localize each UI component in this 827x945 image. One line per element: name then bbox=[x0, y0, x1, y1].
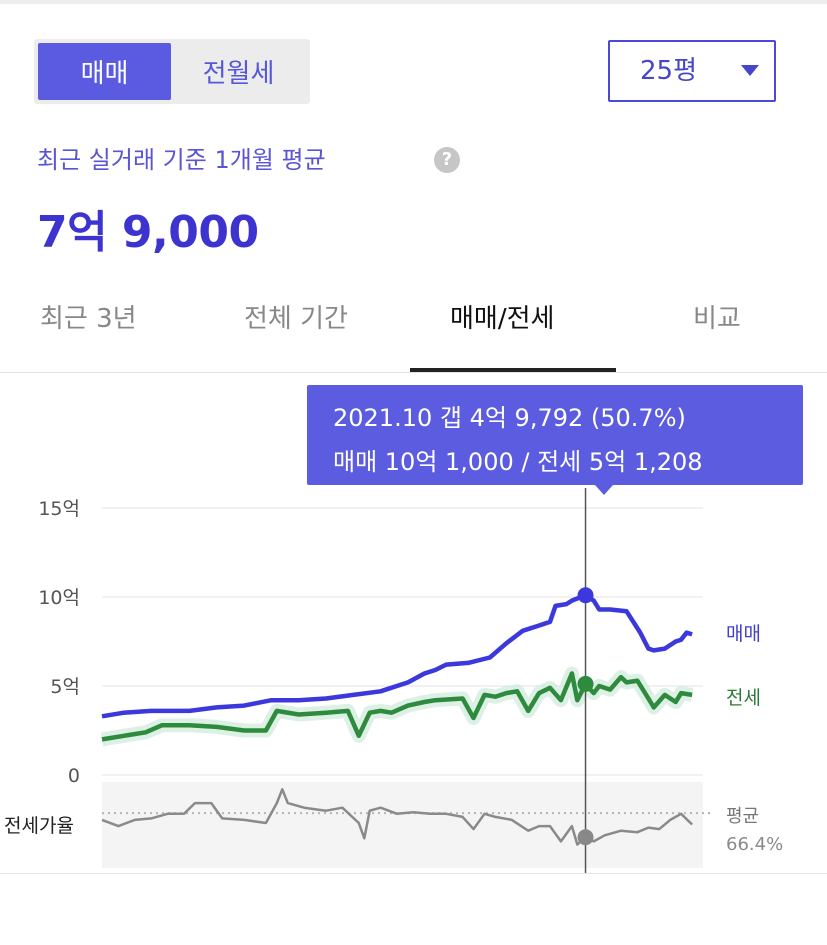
y-tick-label: 15억 bbox=[38, 498, 80, 520]
trade-type-segment: 매매 전월세 bbox=[34, 39, 310, 104]
jeonse-series-label: 전세 bbox=[726, 687, 761, 709]
tooltip-gap-line: 2021.10 갭 4억 9,792 (50.7%) bbox=[333, 404, 686, 432]
segment-sale-button[interactable]: 매매 bbox=[38, 43, 171, 100]
tooltip-price-line: 매매 10억 1,000 / 전세 5억 1,208 bbox=[333, 448, 703, 476]
ratio-average-value: 66.4% bbox=[726, 834, 783, 855]
caret-down-icon bbox=[741, 65, 759, 76]
top-divider bbox=[0, 0, 827, 4]
tab-all-period[interactable]: 전체 기간 bbox=[244, 304, 348, 334]
tab-compare[interactable]: 비교 bbox=[693, 304, 741, 334]
segment-rent-button[interactable]: 전월세 bbox=[202, 59, 275, 89]
chart-tooltip: 2021.10 갭 4억 9,792 (50.7%) 매매 10억 1,000 … bbox=[307, 385, 803, 495]
tooltip-arrow bbox=[595, 485, 613, 495]
ratio-highlight-point bbox=[577, 829, 594, 846]
tab-divider bbox=[0, 372, 827, 373]
y-tick-label: 10억 bbox=[38, 587, 80, 609]
sale-line bbox=[101, 592, 693, 719]
area-select[interactable]: 25평 bbox=[608, 40, 776, 102]
sale-series-label: 매매 bbox=[726, 623, 761, 645]
ratio-average-label: 평균 bbox=[726, 806, 759, 827]
ratio-panel-bg bbox=[102, 782, 703, 868]
active-tab-indicator bbox=[410, 368, 616, 372]
area-select-label: 25평 bbox=[640, 56, 698, 86]
question-circle-icon[interactable]: ? bbox=[434, 147, 460, 173]
jeonse-line bbox=[101, 671, 693, 742]
ratio-line bbox=[101, 788, 693, 846]
tab-sale-jeonse[interactable]: 매매/전세 bbox=[450, 304, 555, 334]
price-chart[interactable]: 05억10억15억20142016201820202022매매전세전세가율평균6… bbox=[0, 373, 827, 873]
jeonse-range-band bbox=[100, 666, 694, 747]
price-basis-subtitle: 최근 실거래 기준 1개월 평균 bbox=[37, 146, 326, 174]
average-price: 7억 9,000 bbox=[37, 207, 259, 258]
tab-recent-3y[interactable]: 최근 3년 bbox=[40, 304, 137, 334]
sale-highlight-point bbox=[577, 587, 594, 604]
jeonse-highlight-point bbox=[577, 675, 594, 692]
y-tick-label: 5억 bbox=[50, 676, 80, 698]
ratio-panel-label: 전세가율 bbox=[4, 815, 74, 837]
y-tick-label: 0 bbox=[68, 765, 80, 787]
bottom-divider bbox=[0, 873, 827, 874]
